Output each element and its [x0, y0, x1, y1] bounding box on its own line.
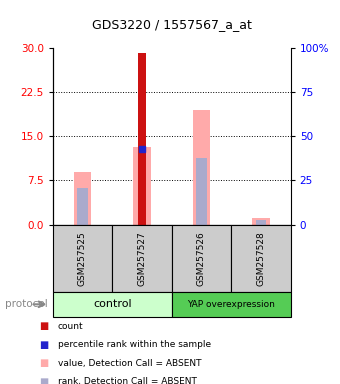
Bar — [231, 225, 291, 292]
Text: GSM257527: GSM257527 — [137, 231, 147, 286]
Text: percentile rank within the sample: percentile rank within the sample — [58, 340, 211, 349]
Bar — [192, 110, 210, 225]
Text: control: control — [93, 299, 132, 310]
Text: ■: ■ — [39, 358, 49, 368]
Bar — [73, 172, 91, 225]
Text: ■: ■ — [39, 377, 49, 384]
Bar — [172, 292, 291, 317]
Bar — [138, 53, 146, 225]
Text: rank, Detection Call = ABSENT: rank, Detection Call = ABSENT — [58, 377, 197, 384]
Bar — [252, 218, 270, 225]
Bar — [112, 225, 172, 292]
Text: ■: ■ — [39, 340, 49, 350]
Text: GDS3220 / 1557567_a_at: GDS3220 / 1557567_a_at — [92, 18, 252, 31]
Bar — [133, 147, 151, 225]
Bar — [53, 292, 172, 317]
Bar — [196, 157, 207, 225]
Text: value, Detection Call = ABSENT: value, Detection Call = ABSENT — [58, 359, 201, 368]
Bar — [77, 187, 88, 225]
Text: ■: ■ — [39, 321, 49, 331]
Text: GSM257525: GSM257525 — [78, 231, 87, 286]
Text: count: count — [58, 322, 83, 331]
Text: YAP overexpression: YAP overexpression — [187, 300, 275, 309]
Bar — [256, 220, 266, 225]
Text: GSM257526: GSM257526 — [197, 231, 206, 286]
Bar — [53, 225, 112, 292]
Bar — [172, 225, 231, 292]
Text: protocol: protocol — [5, 299, 48, 310]
Text: GSM257528: GSM257528 — [256, 231, 266, 286]
